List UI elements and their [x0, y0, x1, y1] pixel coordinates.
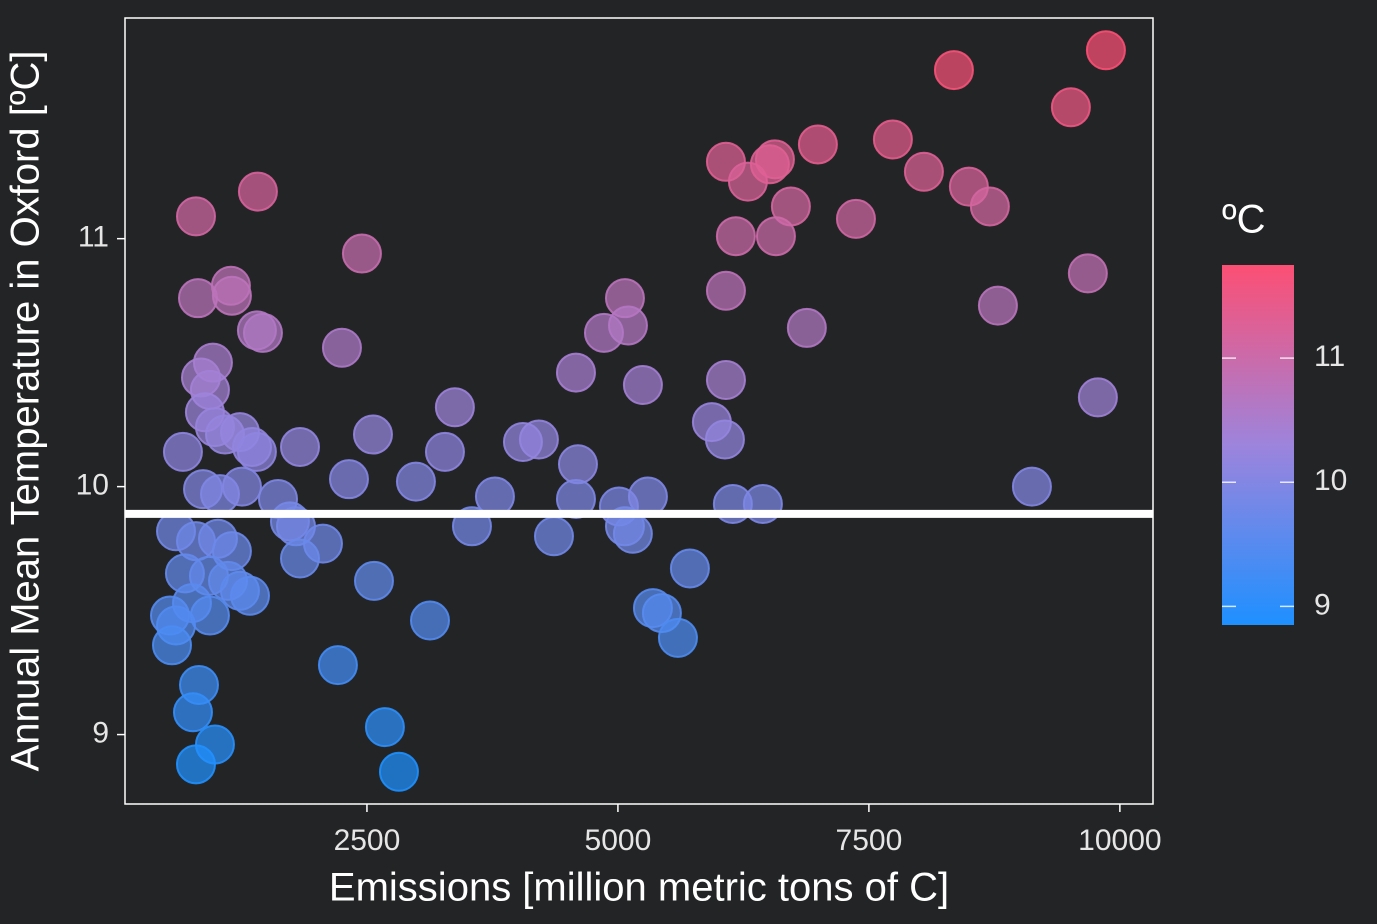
point	[341, 233, 382, 274]
colorbar	[1222, 265, 1294, 625]
colorbar-tick-label: 11	[1314, 340, 1345, 373]
point	[221, 466, 262, 507]
point	[162, 431, 203, 472]
point	[555, 479, 596, 520]
point	[172, 692, 213, 733]
point	[657, 617, 698, 658]
point	[715, 216, 756, 257]
y-tick-label: 11	[78, 221, 109, 254]
point	[835, 198, 876, 239]
point	[705, 270, 746, 311]
point	[434, 387, 475, 428]
point	[533, 516, 574, 557]
point	[749, 144, 790, 185]
point	[189, 595, 230, 636]
point	[1077, 377, 1118, 418]
point	[612, 513, 653, 554]
point	[1050, 87, 1091, 128]
point	[409, 600, 450, 641]
colorbar-tick-label: 9	[1314, 588, 1331, 621]
point	[353, 560, 394, 601]
x-tick-label: 7500	[836, 824, 903, 857]
point	[321, 327, 362, 368]
point	[395, 461, 436, 502]
point	[583, 312, 624, 353]
panel-border	[124, 17, 1154, 805]
point	[977, 285, 1018, 326]
point	[555, 352, 596, 393]
point	[1085, 30, 1126, 71]
x-axis-title: Emissions [million metric tons of C]	[329, 866, 949, 910]
point	[211, 275, 252, 316]
point	[1011, 466, 1052, 507]
colorbar-title: ºC	[1222, 198, 1266, 242]
point	[242, 312, 283, 353]
point	[669, 548, 710, 589]
point	[175, 196, 216, 237]
colorbar-tick-label: 10	[1314, 464, 1347, 497]
point	[933, 50, 974, 91]
y-tick-label: 10	[76, 469, 109, 502]
x-tick-label: 5000	[585, 824, 652, 857]
point	[279, 426, 320, 467]
point	[755, 216, 796, 257]
point	[705, 360, 746, 401]
point	[903, 151, 944, 192]
point	[518, 419, 559, 460]
point	[175, 744, 216, 785]
point	[328, 459, 369, 500]
y-axis-title: Annual Mean Temperature in Oxford [ºC]	[4, 51, 48, 772]
point	[364, 707, 405, 748]
point	[786, 307, 827, 348]
point	[378, 751, 419, 792]
point	[1067, 253, 1108, 294]
point	[151, 625, 192, 666]
point	[352, 414, 393, 455]
point	[317, 645, 358, 686]
point	[279, 538, 320, 579]
point	[969, 186, 1010, 227]
point	[229, 575, 270, 616]
x-tick-label: 10000	[1078, 824, 1161, 857]
y-tick-label: 9	[92, 716, 109, 749]
point	[797, 124, 838, 165]
point	[424, 431, 465, 472]
x-tick-label: 2500	[334, 824, 401, 857]
point	[704, 419, 745, 460]
point	[557, 444, 598, 485]
point	[236, 431, 277, 472]
point	[622, 364, 663, 405]
point	[872, 119, 913, 160]
point	[237, 171, 278, 212]
